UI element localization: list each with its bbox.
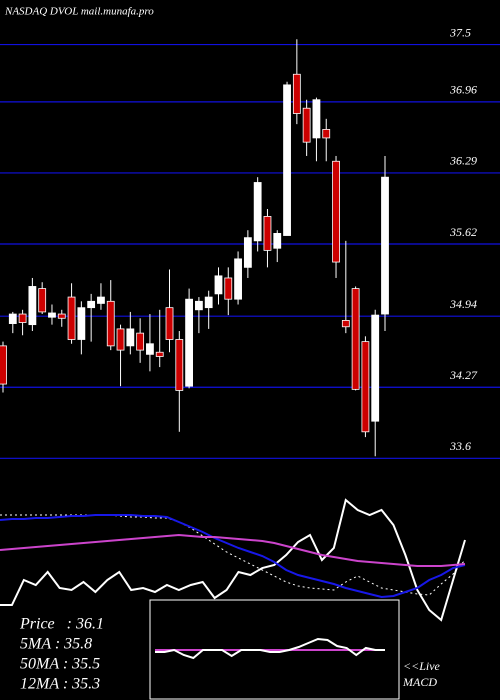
indicator-line xyxy=(155,637,385,660)
candle-body xyxy=(341,320,350,328)
y-tick-label: 35.62 xyxy=(449,225,477,239)
candle-body xyxy=(106,300,115,347)
candle-body xyxy=(87,300,96,309)
candle-body xyxy=(194,300,203,311)
candle-body xyxy=(243,237,252,268)
candle-body xyxy=(253,182,262,242)
info-text: 50MA : 35.5 xyxy=(20,656,100,673)
candle-body xyxy=(77,307,86,340)
y-tick-label: 36.96 xyxy=(449,83,477,97)
candle-body xyxy=(214,275,223,295)
candle-body xyxy=(185,298,194,387)
candle-body xyxy=(18,313,27,323)
candle-body xyxy=(224,277,233,300)
info-text: 5MA : 35.8 xyxy=(20,636,92,653)
candle-body xyxy=(322,129,331,139)
indicator-line xyxy=(0,514,466,599)
candle-body xyxy=(155,351,164,357)
candle-body xyxy=(312,99,321,139)
y-tick-label: 34.94 xyxy=(449,297,477,311)
candle-body xyxy=(116,328,125,351)
candle-body xyxy=(204,296,213,309)
info-text: Price : 36.1 xyxy=(19,616,104,633)
indicator-line xyxy=(0,498,466,622)
candle-body xyxy=(175,339,184,391)
candle-body xyxy=(38,288,47,313)
chart-title: NASDAQ DVOL mail.munafa.pro xyxy=(4,6,154,18)
candle-body xyxy=(263,216,272,251)
candle-body xyxy=(57,313,66,319)
macd-frame xyxy=(149,599,400,700)
indicator-line xyxy=(0,514,466,596)
candle-body xyxy=(67,296,76,340)
info-text: 12MA : 35.3 xyxy=(20,676,100,693)
candle-body xyxy=(361,341,370,433)
candle-body xyxy=(292,73,301,114)
candle-body xyxy=(381,176,389,315)
macd-label: <<Live xyxy=(403,659,441,673)
candle-body xyxy=(0,345,7,385)
candle-body xyxy=(165,307,174,340)
candle-body xyxy=(283,84,291,236)
candle-body xyxy=(28,286,37,326)
candle-body xyxy=(8,313,17,324)
candle-body xyxy=(126,328,135,347)
y-tick-label: 37.5 xyxy=(449,25,471,39)
candle-body xyxy=(146,343,154,355)
macd-label: MACD xyxy=(402,675,437,689)
y-tick-label: 34.27 xyxy=(449,368,478,382)
candle-body xyxy=(273,233,282,249)
candle-body xyxy=(302,107,311,143)
candle-body xyxy=(351,288,360,390)
candle-body xyxy=(48,312,56,318)
candle-body xyxy=(234,258,242,300)
y-tick-label: 33.6 xyxy=(449,439,471,453)
indicator-line xyxy=(0,533,466,567)
y-tick-label: 36.29 xyxy=(449,154,477,168)
candle-body xyxy=(136,332,145,351)
candle-body xyxy=(97,296,105,304)
candle-body xyxy=(332,160,340,263)
candle-body xyxy=(371,314,380,422)
